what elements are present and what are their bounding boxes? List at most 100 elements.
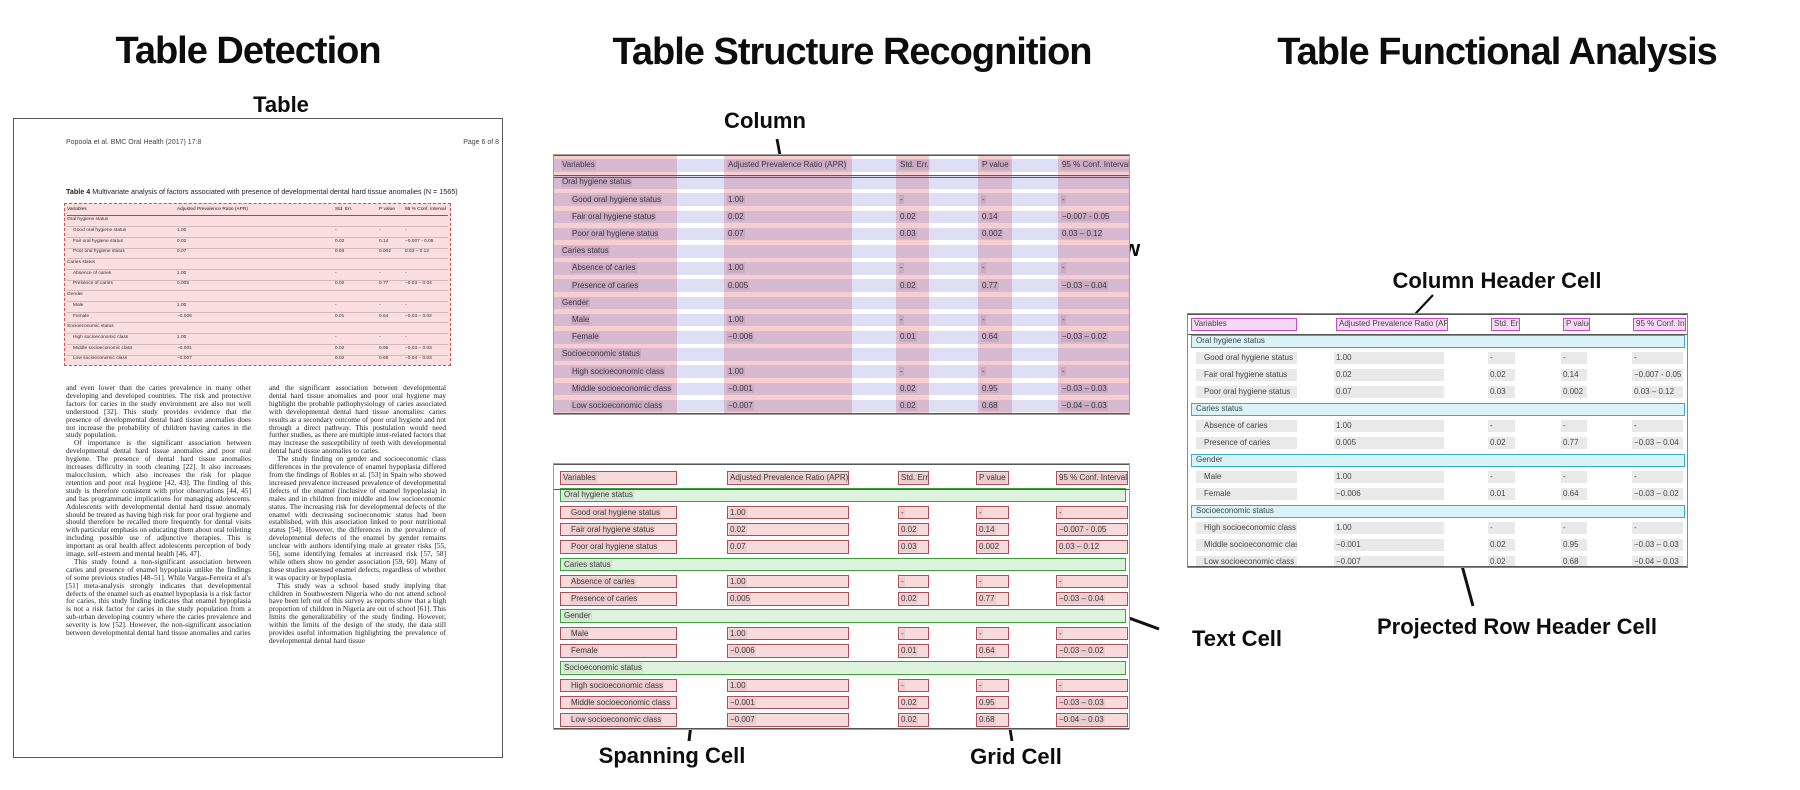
column-header-cell-box: Variables [1191,317,1297,331]
cell-text: Fair oral hygiene status [570,524,656,535]
functional-analysis-table: Variables Adjusted Prevalence Ratio (APR)… [1187,313,1688,568]
table-cell-box: - [1632,352,1683,364]
cell-text: 1.00 [1336,522,1352,532]
table-cell-box: 0.01 [1488,488,1515,500]
cell-text: 0.14 [978,524,996,535]
column-band [978,155,1012,414]
cell-text: Middle socioeconomic class [1204,539,1297,549]
cell-text: 0.03 – 0.12 [1058,542,1101,553]
cell-text: 0.02 [899,401,917,411]
cell-text: Oral hygiene status [1196,336,1265,345]
mini-row-separator [67,290,448,292]
cell-text: −0.03 – 0.04 [1058,594,1105,605]
cell-text: 0.02 [899,280,917,291]
cell-text: - [1634,522,1637,532]
cell-text: Presence of caries [1204,437,1271,447]
table-cell-box: 0.02 [1488,556,1515,567]
cell-text: - [1634,352,1637,362]
row-band [554,348,1129,361]
table-cell-box: 0.77 [1561,437,1587,449]
cell-text: 0.02 [1490,369,1506,379]
mini-row-separator [67,226,448,228]
mini-data-cell: 0.02 [335,356,345,362]
cell-text: 95 % Conf. Interval [1636,319,1685,328]
cell-text: - [1058,628,1063,639]
mini-data-cell: 0.03 [335,249,345,255]
header-cell-box: Std. Err. [898,471,929,485]
spanning-cell-box: Caries status [560,557,1126,571]
table-cell-box: - [1488,471,1515,483]
detected-table-region: Variables Adjusted Prevalence Ratio (APR)… [64,203,451,366]
cell-text: - [978,680,983,691]
cell-text: Absence of caries [1204,420,1268,430]
cell-text: 1.00 [727,263,745,273]
mini-header-rule [67,215,448,217]
cell-text: - [981,366,986,377]
table-cell-box: Poor oral hygiene status [1196,386,1297,398]
cell-text: 0.77 [1563,437,1579,447]
cell-text: - [981,194,986,205]
table-cell-box: 0.02 [1488,369,1515,381]
label-spanning-cell: Spanning Cell [598,743,746,768]
spanning-cell-box: Oral hygiene status [560,488,1126,502]
mini-section-cell: Gender [67,292,83,298]
table-cell-box: −0.001 [1334,539,1444,551]
projected-row-header-cell-box: Oral hygiene status [1191,334,1685,348]
cell-text: 1.00 [729,628,747,639]
cell-text: P value [1566,319,1590,328]
grid-cell-box: 0.95 [976,695,1009,710]
grid-cell-box: 0.64 [976,644,1009,658]
cell-text: 1.00 [727,315,745,325]
mini-data-cell: - [335,334,337,340]
cell-text: 1.00 [729,680,747,691]
mini-data-cell: 0.01 [335,313,345,319]
mini-data-cell: 0.95 [379,345,389,351]
table-cell-box: 1.00 [1334,352,1444,364]
grid-cell-box: 1.00 [727,678,849,693]
cell-text: Adjusted Prevalence Ratio (APR) [729,473,849,483]
cell-text: P value [978,473,1007,483]
cell-text: Oral hygiene status [563,490,634,501]
mini-data-cell: 0.02 [335,345,345,351]
table-cell-box: −0.03 – 0.02 [1632,488,1683,500]
mini-row-separator [67,268,448,270]
table-cell-box: Presence of caries [1196,437,1297,449]
table-cell-box: 0.005 [1334,437,1444,449]
grid-cell-box: −0.03 – 0.02 [1056,644,1128,658]
cell-text: 0.03 [900,542,918,553]
table-top-rule [1188,314,1687,315]
cell-text: - [1490,471,1493,481]
body-paragraph: Of importance is the significant associa… [66,438,251,559]
cell-text: Middle socioeconomic class [571,383,673,394]
cell-text: Adjusted Prevalence Ratio (APR) [1339,319,1448,328]
body-paragraph: and the significant association between … [269,383,446,456]
grid-cell-box: - [1056,574,1128,589]
grid-cell-box: Low socioeconomic class [560,713,677,727]
table-bottom-rule [554,728,1129,729]
column-band [554,155,677,414]
cell-text: −0.03 – 0.03 [1061,383,1108,394]
grid-cell-box: 1.00 [727,626,849,641]
row-band [554,382,1129,396]
cell-text: −0.04 – 0.03 [1058,715,1105,726]
grid-cell-box: Male [560,626,677,641]
cell-text: - [1061,315,1066,325]
cell-text: 0.02 [900,594,918,605]
row-band [554,176,1129,189]
table-cell-box: 1.00 [1334,471,1444,483]
cell-text: - [1563,352,1566,362]
cell-text: - [978,576,983,587]
row-band [554,279,1129,292]
column-header-text: 95 % Conf. Interval [1061,160,1130,170]
cell-text: - [1061,194,1066,205]
mini-data-cell: - [405,334,407,340]
cell-text: −0.007 - 0.05 [1634,369,1682,379]
grid-cell-box: 0.005 [727,592,849,606]
table-cell-box: - [1561,522,1587,534]
mini-header-cell: P value [379,206,395,212]
body-paragraph: This study was a school based study impl… [269,580,446,645]
cell-text: Gender [561,297,590,308]
cell-text: 0.002 [1563,386,1584,396]
cell-text: 0.03 [1490,386,1506,396]
cell-text: - [1634,471,1637,481]
